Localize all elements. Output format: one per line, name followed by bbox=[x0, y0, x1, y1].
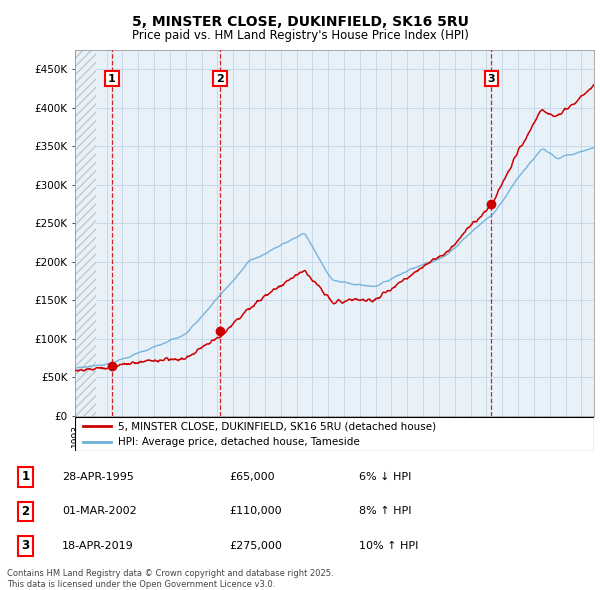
Text: £275,000: £275,000 bbox=[229, 541, 283, 551]
Text: 1: 1 bbox=[22, 470, 29, 483]
Text: 2: 2 bbox=[216, 74, 224, 84]
Text: 3: 3 bbox=[22, 539, 29, 552]
Text: 10% ↑ HPI: 10% ↑ HPI bbox=[359, 541, 418, 551]
Text: 1: 1 bbox=[108, 74, 116, 84]
Text: £110,000: £110,000 bbox=[229, 506, 282, 516]
Text: 2: 2 bbox=[22, 505, 29, 518]
Text: 28-APR-1995: 28-APR-1995 bbox=[62, 472, 134, 482]
Text: 5, MINSTER CLOSE, DUKINFIELD, SK16 5RU: 5, MINSTER CLOSE, DUKINFIELD, SK16 5RU bbox=[131, 15, 469, 29]
Text: Price paid vs. HM Land Registry's House Price Index (HPI): Price paid vs. HM Land Registry's House … bbox=[131, 30, 469, 42]
Text: £65,000: £65,000 bbox=[229, 472, 275, 482]
Text: 5, MINSTER CLOSE, DUKINFIELD, SK16 5RU (detached house): 5, MINSTER CLOSE, DUKINFIELD, SK16 5RU (… bbox=[118, 421, 436, 431]
Text: Contains HM Land Registry data © Crown copyright and database right 2025.
This d: Contains HM Land Registry data © Crown c… bbox=[7, 569, 334, 589]
Text: 8% ↑ HPI: 8% ↑ HPI bbox=[359, 506, 412, 516]
Text: HPI: Average price, detached house, Tameside: HPI: Average price, detached house, Tame… bbox=[118, 437, 359, 447]
Text: 18-APR-2019: 18-APR-2019 bbox=[62, 541, 134, 551]
Bar bbox=[75, 50, 95, 416]
Text: 01-MAR-2002: 01-MAR-2002 bbox=[62, 506, 137, 516]
Text: 3: 3 bbox=[487, 74, 495, 84]
Text: 6% ↓ HPI: 6% ↓ HPI bbox=[359, 472, 411, 482]
